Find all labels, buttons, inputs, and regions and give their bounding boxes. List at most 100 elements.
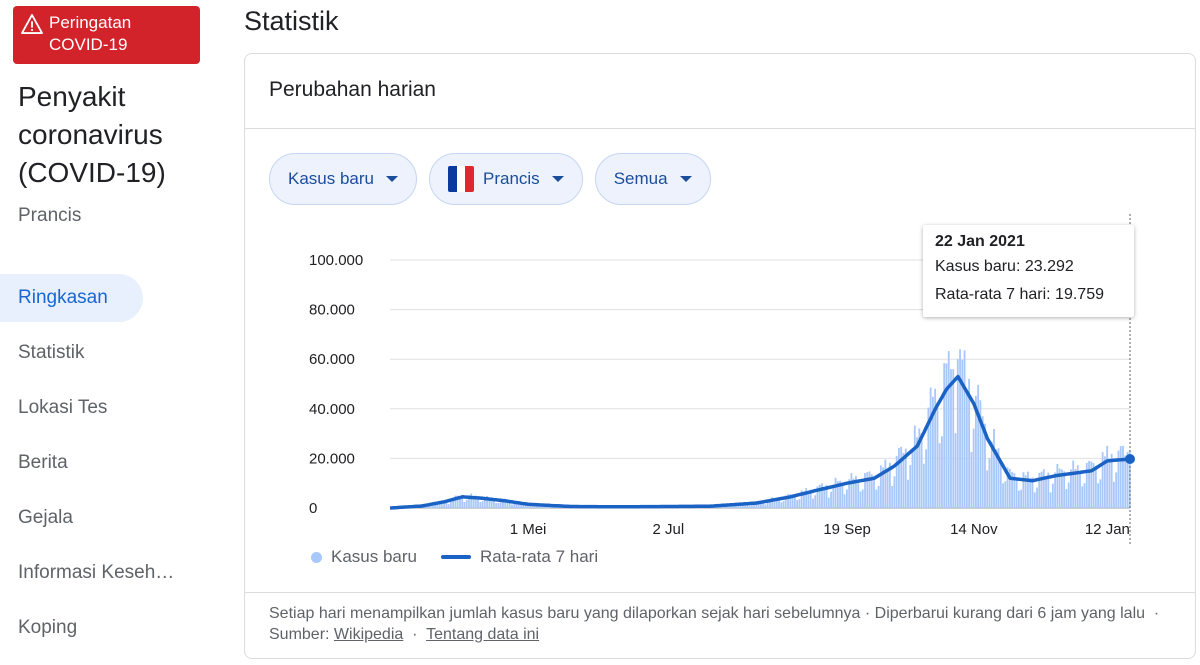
daily-bar — [479, 502, 482, 508]
daily-bar — [950, 369, 952, 508]
daily-bar — [868, 471, 871, 508]
daily-bar — [459, 496, 461, 508]
daily-bar — [945, 363, 948, 508]
daily-bar — [490, 497, 493, 508]
daily-bar — [791, 494, 794, 508]
daily-bar — [517, 501, 520, 508]
daily-bar — [481, 501, 484, 508]
daily-bar — [1031, 477, 1034, 508]
daily-bar — [1036, 487, 1038, 508]
daily-bar — [954, 433, 957, 508]
daily-bar — [1058, 468, 1061, 508]
daily-bar — [913, 425, 916, 508]
daily-bar — [877, 485, 880, 508]
y-tick-label: 100.000 — [309, 252, 363, 269]
daily-bar — [836, 481, 839, 508]
daily-bar — [961, 359, 964, 508]
daily-bar — [504, 498, 507, 508]
alert-line-2: COVID-19 — [49, 35, 128, 54]
stats-card: Perubahan harian Kasus baru Prancis Semu… — [244, 53, 1196, 659]
daily-bar — [984, 423, 986, 508]
about-data-link[interactable]: Tentang data ini — [426, 626, 540, 643]
tooltip-date: 22 Jan 2021 — [935, 233, 1025, 250]
daily-bar — [497, 502, 500, 508]
daily-bar — [911, 447, 914, 508]
daily-bar — [757, 501, 760, 508]
country-label: Prancis — [18, 205, 82, 226]
tooltip-cases: Kasus baru: 23.292 — [935, 258, 1074, 275]
daily-bar — [1013, 473, 1016, 508]
sidebar-item-lokasi-tes[interactable]: Lokasi Tes — [18, 397, 108, 418]
y-tick-label: 20.000 — [309, 450, 355, 467]
selected-point — [1125, 453, 1135, 464]
country-dropdown[interactable]: Prancis — [429, 153, 583, 205]
daily-bar — [988, 458, 991, 508]
daily-bar — [515, 501, 518, 508]
daily-bar — [780, 502, 783, 508]
daily-bar — [918, 428, 921, 508]
daily-bar — [920, 433, 923, 508]
daily-bar — [888, 462, 891, 508]
daily-bar — [1110, 453, 1113, 508]
daily-bar — [773, 499, 776, 508]
caret-down-icon — [679, 176, 692, 182]
daily-bar — [909, 464, 912, 508]
metric-dropdown[interactable]: Kasus baru — [269, 153, 417, 205]
sidebar-item-statistik[interactable]: Statistik — [18, 342, 85, 363]
daily-bar — [934, 388, 937, 508]
daily-bar — [744, 503, 746, 508]
daily-bar — [1126, 452, 1129, 508]
legend-bars-label: Kasus baru — [331, 547, 417, 566]
daily-bar — [474, 495, 477, 508]
footer-text: Setiap hari menampilkan jumlah kasus bar… — [269, 605, 1146, 622]
daily-bar — [760, 501, 762, 508]
daily-bar — [436, 501, 439, 508]
daily-bar — [1115, 472, 1118, 508]
wikipedia-link[interactable]: Wikipedia — [333, 626, 404, 643]
sidebar-item-berita[interactable]: Berita — [18, 452, 68, 473]
daily-bar — [524, 503, 527, 508]
daily-bar — [1108, 458, 1111, 508]
daily-bar — [1085, 462, 1088, 508]
daily-bar — [968, 378, 971, 508]
daily-bar — [502, 499, 504, 508]
daily-bar — [748, 505, 751, 508]
sidebar-item-koping[interactable]: Koping — [18, 617, 78, 638]
daily-bar — [947, 351, 950, 508]
sidebar-item-informasi-kesehatan[interactable]: Informasi Keseh… — [18, 562, 175, 583]
daily-bar — [974, 395, 977, 508]
x-tick-label: 12 Jan — [1085, 521, 1130, 538]
caret-down-icon — [386, 176, 398, 182]
daily-bar — [902, 452, 905, 508]
daily-cases-chart[interactable]: 0 20.000 40.000 60.000 80.000 100.000 1 Mei 2 J… — [245, 214, 1195, 544]
daily-bar — [529, 505, 531, 508]
sidebar-item-ringkasan[interactable]: Ringkasan — [0, 274, 143, 322]
daily-bar — [938, 443, 941, 508]
sidebar-item-gejala[interactable]: Gejala — [18, 507, 73, 528]
daily-bar — [1076, 465, 1079, 508]
chart-legend: Kasus baru Rata-rata 7 hari — [311, 547, 598, 567]
range-dropdown[interactable]: Semua — [594, 153, 711, 205]
daily-bar — [775, 497, 778, 508]
daily-bar — [1004, 481, 1007, 508]
daily-bar — [1042, 469, 1045, 508]
warning-icon — [21, 14, 43, 34]
daily-bar — [769, 499, 771, 508]
daily-bar — [735, 505, 737, 508]
daily-bar — [1011, 472, 1014, 508]
daily-bar — [886, 469, 889, 508]
daily-bar — [456, 495, 459, 508]
daily-bar — [789, 494, 792, 508]
daily-bar — [1033, 492, 1036, 508]
covid-alert-banner[interactable]: Peringatan COVID-19 — [13, 6, 200, 64]
daily-bar — [463, 502, 466, 508]
daily-bar — [511, 504, 513, 508]
daily-bar — [778, 498, 780, 508]
daily-bar — [907, 479, 909, 508]
daily-bar — [805, 488, 808, 508]
daily-bar — [1006, 467, 1009, 508]
x-tick-label: 2 Jul — [653, 521, 685, 538]
daily-bar — [931, 396, 934, 508]
daily-bar — [787, 494, 789, 508]
caret-down-icon — [551, 176, 564, 182]
